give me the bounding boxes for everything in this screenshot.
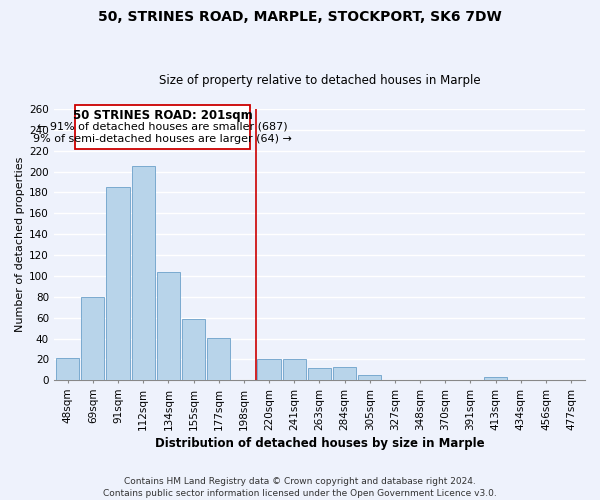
Bar xyxy=(333,366,356,380)
Bar xyxy=(308,368,331,380)
X-axis label: Distribution of detached houses by size in Marple: Distribution of detached houses by size … xyxy=(155,437,484,450)
Bar xyxy=(131,166,155,380)
Bar xyxy=(484,377,507,380)
Text: ← 91% of detached houses are smaller (687): ← 91% of detached houses are smaller (68… xyxy=(37,122,288,132)
Text: Contains HM Land Registry data © Crown copyright and database right 2024.
Contai: Contains HM Land Registry data © Crown c… xyxy=(103,476,497,498)
Text: 50, STRINES ROAD, MARPLE, STOCKPORT, SK6 7DW: 50, STRINES ROAD, MARPLE, STOCKPORT, SK6… xyxy=(98,10,502,24)
Bar xyxy=(257,360,281,380)
FancyBboxPatch shape xyxy=(75,105,250,148)
Text: 9% of semi-detached houses are larger (64) →: 9% of semi-detached houses are larger (6… xyxy=(33,134,292,144)
Title: Size of property relative to detached houses in Marple: Size of property relative to detached ho… xyxy=(158,74,480,87)
Bar xyxy=(182,318,205,380)
Bar xyxy=(106,188,130,380)
Bar xyxy=(207,338,230,380)
Bar xyxy=(283,360,306,380)
Bar xyxy=(81,297,104,380)
Y-axis label: Number of detached properties: Number of detached properties xyxy=(15,157,25,332)
Text: 50 STRINES ROAD: 201sqm: 50 STRINES ROAD: 201sqm xyxy=(73,109,253,122)
Bar xyxy=(157,272,180,380)
Bar xyxy=(358,375,382,380)
Bar xyxy=(56,358,79,380)
